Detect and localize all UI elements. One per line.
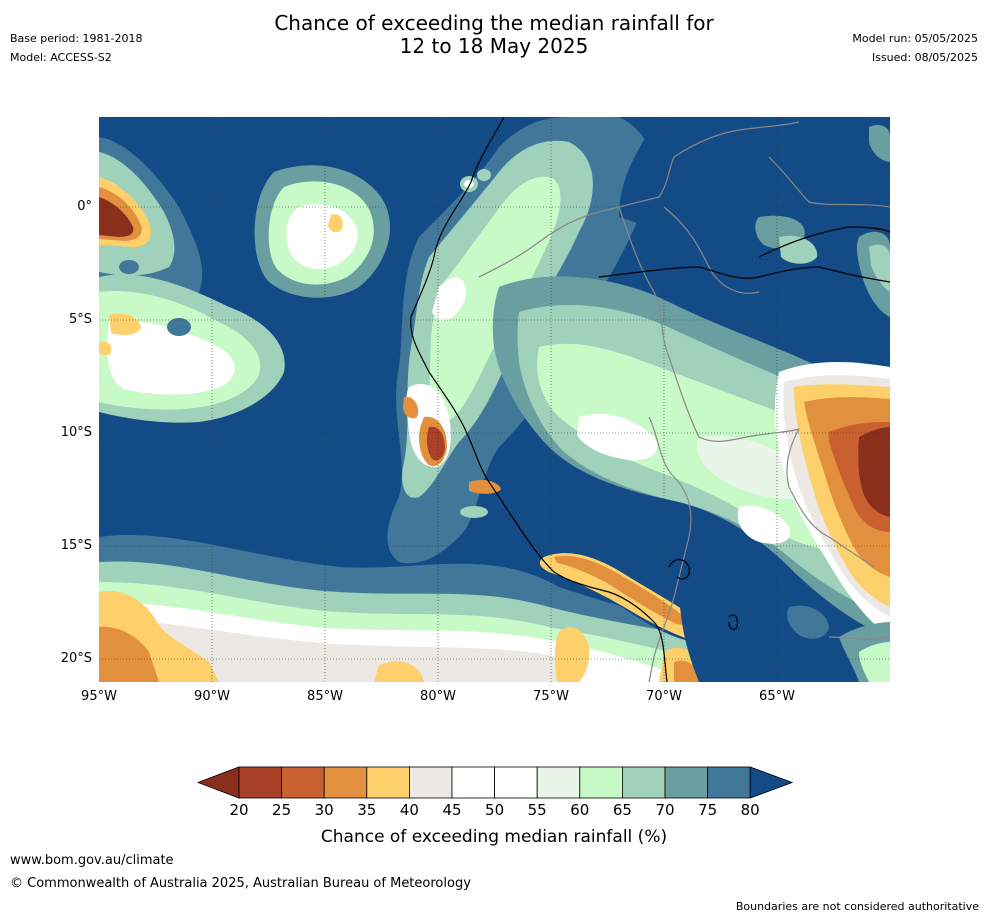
disclaimer-text: Boundaries are not considered authoritat… xyxy=(735,900,979,913)
colorbar-cell xyxy=(664,766,708,799)
central-bubble xyxy=(254,165,390,298)
colorbar-tick-label: 20 xyxy=(229,801,249,819)
colorbar xyxy=(197,766,793,799)
website-text: www.bom.gov.au/climate xyxy=(10,853,174,868)
colorbar-tick-label: 50 xyxy=(485,801,505,819)
colorbar-tick-label: 60 xyxy=(570,801,590,819)
colorbar-tick-label: 75 xyxy=(698,801,718,819)
issued-text: Issued: 08/05/2025 xyxy=(871,51,978,64)
lon-label-70w: 70°W xyxy=(646,689,682,704)
colorbar-tick-label: 25 xyxy=(272,801,292,819)
southeast-region xyxy=(679,573,890,682)
colorbar-tick-label: 55 xyxy=(527,801,547,819)
colorbar-high-extend xyxy=(749,766,793,799)
coastlines xyxy=(410,117,890,682)
lon-label-65w: 65°W xyxy=(759,689,795,704)
colorbar-cell xyxy=(536,766,581,799)
lat-label-5s: 5°S xyxy=(68,312,92,327)
colorbar-cell xyxy=(323,766,368,799)
base-period-text: Base period: 1981-2018 xyxy=(10,32,143,45)
colorbar-title: Chance of exceeding median rainfall (%) xyxy=(320,827,668,847)
copyright-text: © Commonwealth of Australia 2025, Austra… xyxy=(10,876,471,891)
lon-label-90w: 90°W xyxy=(194,689,230,704)
lat-label-10s: 10°S xyxy=(60,425,92,440)
model-run-text: Model run: 05/05/2025 xyxy=(852,32,978,45)
colorbar-cell xyxy=(579,766,623,799)
lat-label-15s: 15°S xyxy=(60,538,92,553)
small-features xyxy=(119,169,491,518)
colorbar-tick-label: 35 xyxy=(357,801,377,819)
lat-label-0: 0° xyxy=(77,199,92,214)
map-title: Chance of exceeding the median rainfall … xyxy=(0,12,988,58)
colorbar-cell xyxy=(494,766,538,799)
lat-label-20s: 20°S xyxy=(60,651,92,666)
colorbar-cell xyxy=(238,766,282,799)
lon-label-75w: 75°W xyxy=(533,689,569,704)
colorbar-tick-label: 70 xyxy=(655,801,675,819)
colorbar-cell xyxy=(451,766,495,799)
colorbar-cell xyxy=(621,766,666,799)
eastern-dry-region xyxy=(774,362,890,637)
lon-label-85w: 85°W xyxy=(307,689,343,704)
rainfall-map xyxy=(99,117,890,682)
gridlines xyxy=(99,117,890,682)
colorbar-cell xyxy=(281,766,325,799)
north-amazon xyxy=(619,117,890,317)
colorbar-tick-label: 40 xyxy=(399,801,419,819)
lon-label-80w: 80°W xyxy=(420,689,456,704)
colorbar-tick-label: 30 xyxy=(314,801,334,819)
amazon-region xyxy=(492,276,890,637)
colorbar-low-extend xyxy=(197,766,240,799)
colorbar-cell xyxy=(408,766,453,799)
map-canvas xyxy=(99,117,890,682)
title-line-2: 12 to 18 May 2025 xyxy=(399,34,589,58)
model-text: Model: ACCESS-S2 xyxy=(10,51,112,64)
lon-label-95w: 95°W xyxy=(81,689,117,704)
colorbar-tick-label: 45 xyxy=(442,801,462,819)
country-borders xyxy=(478,121,890,682)
colorbar-tick-label: 65 xyxy=(612,801,632,819)
colorbar-cell xyxy=(366,766,410,799)
colorbar-tick-label: 80 xyxy=(740,801,760,819)
title-line-1: Chance of exceeding the median rainfall … xyxy=(274,11,714,35)
colorbar-cell xyxy=(707,766,751,799)
